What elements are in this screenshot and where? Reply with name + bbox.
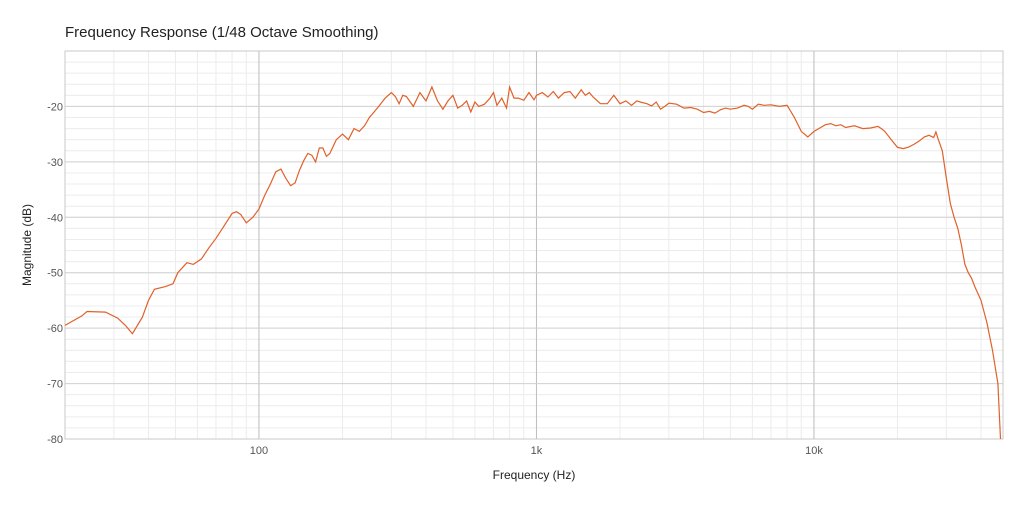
x-axis-title: Frequency (Hz) [493,468,576,482]
y-tick-label: -80 [47,434,63,446]
y-tick-label: -70 [47,379,63,391]
x-tick-label: 1k [531,445,543,457]
x-tick-labels: 100 1k 10k [250,445,824,457]
y-tick-label: -40 [47,212,63,224]
y-tick-labels: -20 -30 -40 -50 -60 -70 -80 [47,101,63,446]
plot-area [65,51,1003,439]
y-tick-label: -30 [47,157,63,169]
series-line [64,84,1002,440]
chart-title: Frequency Response (1/48 Octave Smoothin… [65,24,379,41]
x-tick-label: 10k [805,445,823,457]
y-axis-title: Magnitude (dB) [20,204,34,286]
y-tick-label: -20 [47,101,63,113]
major-grid [65,51,1003,439]
y-tick-label: -60 [47,323,63,335]
x-tick-label: 100 [250,445,268,457]
plot-border [64,50,1004,440]
y-tick-label: -50 [47,268,63,280]
